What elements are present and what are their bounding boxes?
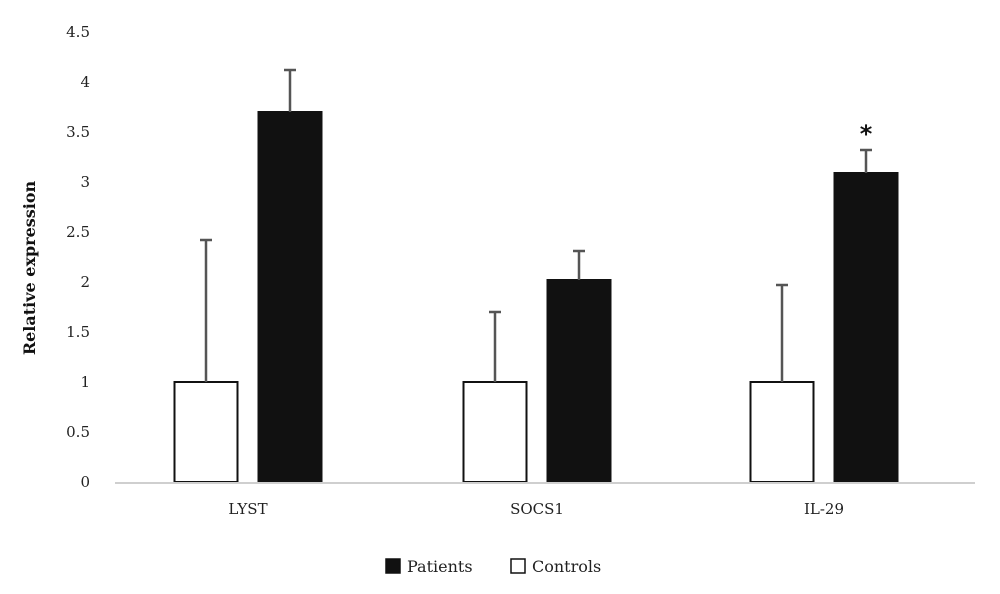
bar-patients-lyst — [257, 111, 323, 483]
bar-patients-il-29 — [833, 172, 899, 483]
legend: Patients Controls — [385, 557, 601, 576]
bar-controls-lyst — [173, 381, 239, 483]
significance-asterisk: * — [860, 120, 873, 148]
y-tick-label: 2.5 — [66, 223, 90, 241]
legend-swatch-controls — [510, 558, 526, 574]
y-tick-label: 1 — [80, 373, 90, 391]
annotations: * — [860, 120, 873, 148]
y-tick-label: 1.5 — [66, 323, 90, 341]
y-tick-label: 4 — [80, 73, 90, 91]
legend-swatch-patients — [385, 558, 401, 574]
bar-controls-socs1 — [462, 381, 528, 483]
category-labels: LYST SOCS1 IL-29 — [228, 500, 844, 518]
x-category-label: SOCS1 — [510, 500, 564, 518]
y-tick-label: 0.5 — [66, 423, 90, 441]
bar-controls-il-29 — [749, 381, 815, 483]
y-tick-label: 0 — [80, 473, 90, 491]
bar-patients-socs1 — [546, 279, 612, 483]
y-tick-label: 3.5 — [66, 123, 90, 141]
error-bars-group — [200, 68, 872, 382]
bars-group — [173, 111, 899, 483]
y-tick-label: 4.5 — [66, 23, 90, 41]
x-category-label: LYST — [228, 500, 267, 518]
y-axis-ticks: 0 0.5 1 1.5 2 2.5 3 3.5 4 4.5 — [66, 23, 90, 491]
legend-label-patients: Patients — [407, 557, 473, 576]
y-tick-label: 3 — [80, 173, 90, 191]
y-tick-label: 2 — [80, 273, 90, 291]
y-axis-label: Relative expression — [20, 180, 39, 355]
legend-label-controls: Controls — [532, 557, 601, 576]
x-category-label: IL-29 — [804, 500, 844, 518]
